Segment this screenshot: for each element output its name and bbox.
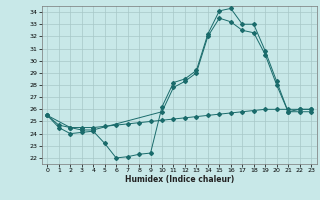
X-axis label: Humidex (Indice chaleur): Humidex (Indice chaleur) (124, 175, 234, 184)
